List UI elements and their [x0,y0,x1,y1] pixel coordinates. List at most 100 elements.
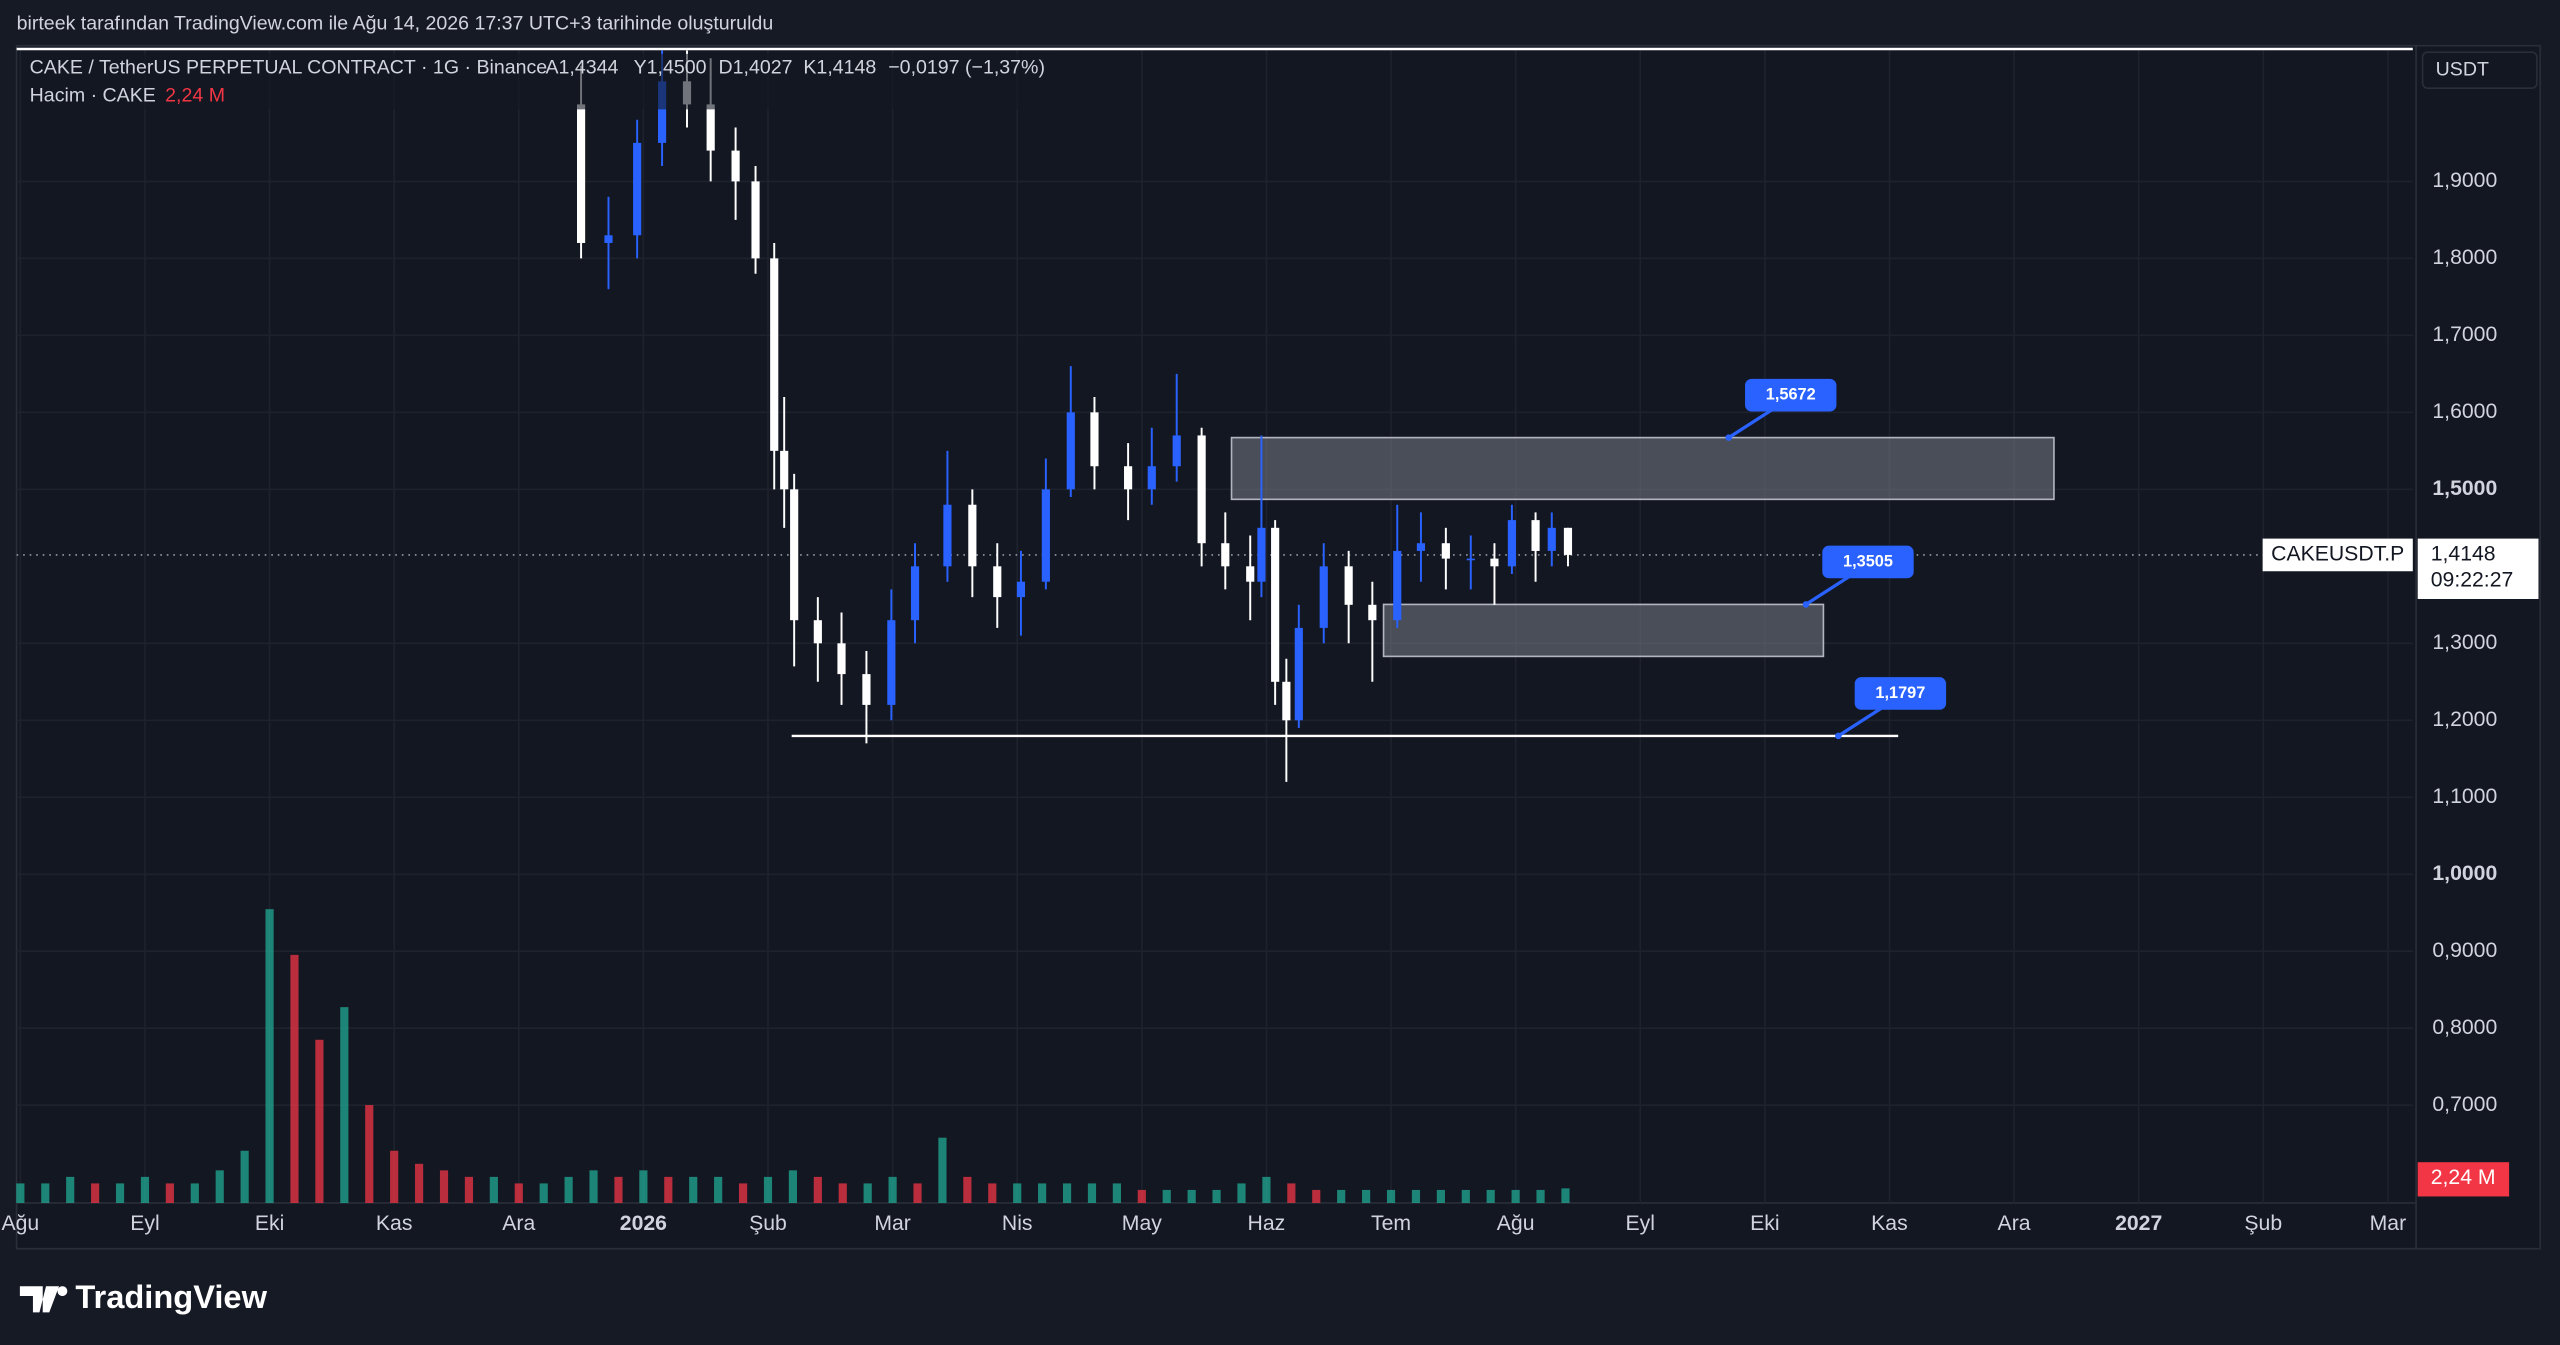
volume-bar [66,1176,75,1203]
callout-pointer [1805,573,1853,606]
volume-bar [1411,1189,1421,1203]
zone-box [1382,603,1825,658]
x-tick-label: Eyl [1626,1212,1655,1235]
x-tick-label: Kas [376,1212,413,1235]
volume-legend-value: 2,24 M [165,84,225,106]
candle-body [1368,604,1377,621]
volume-bar [1312,1189,1321,1203]
legend-symbol: CAKE / TetherUS PERPETUAL CONTRACT · 1G … [30,57,548,79]
candle-body [633,142,642,236]
volume-bar [464,1176,474,1203]
y-tick-label: 0,7000 [2432,1093,2497,1116]
candle-body [813,620,822,644]
candle-body [604,235,613,243]
volume-bar [1436,1189,1445,1203]
currency[interactable]: USDT [2436,58,2489,80]
volume-value-label: 2,24 M [2431,1166,2496,1189]
callout-pointer [1837,705,1885,738]
callout-label: 1,5672 [1766,385,1816,403]
candle-body [1282,681,1291,721]
volume-bar [165,1183,174,1203]
candle-body [657,81,667,143]
candle-body [790,489,799,621]
legend-low: D1,4027 [718,57,792,79]
volume-bar [813,1176,822,1203]
candle-body [1507,520,1516,567]
callout-box [1854,677,1947,710]
volume-bar [215,1170,224,1203]
legend-bg [23,53,1055,110]
candle-body [1294,627,1303,721]
volume-bar [1237,1183,1246,1203]
y-tick-label: 1,7000 [2432,323,2497,346]
y-tick-label: 1,1000 [2432,785,2497,808]
candle-body [1344,566,1353,605]
x-tick-label: Eyl [130,1212,159,1235]
grid [16,48,2413,1203]
candle-body [770,258,779,451]
volume-bar [1511,1189,1520,1203]
volume-bar [913,1183,922,1203]
candle-body [1246,566,1255,582]
candle-body [1531,520,1540,551]
volume-bar [1561,1188,1570,1203]
symbol-tag-box [2262,538,2413,572]
x-tick-label: Eki [255,1212,284,1235]
candle-body [577,104,586,243]
volume-legend-name: Hacim · CAKE [30,84,156,106]
callout-anchor [1802,601,1810,608]
x-tick-label: Şub [2244,1212,2282,1235]
x-tick-label: Ağu [1,1212,39,1235]
volume-bar [788,1170,797,1203]
volume-bar [714,1176,723,1203]
logo-mark [19,1286,68,1313]
volume-bar [1162,1189,1171,1203]
callout-label: 1,1797 [1875,684,1925,702]
legend-open: A1,4344 [545,57,618,79]
volume-value-box [2417,1162,2510,1197]
volume-bar [115,1183,125,1203]
candle-body [1490,558,1499,567]
volume-bar [564,1176,573,1203]
axes: 1,9000 1,8000 1,7000 1,6000 1,5000 1,3000 1,20… [1,169,2539,1235]
volume-bar [91,1183,100,1203]
x-tick-label: 2026 [620,1212,667,1235]
volume-bar [963,1176,972,1203]
currency-box[interactable] [2421,51,2538,89]
callout-pointer [1727,406,1776,439]
candle-body [1319,566,1328,628]
callout-label: 1,3505 [1843,552,1893,570]
countdown: 09:22:27 [2431,569,2514,592]
volume-bar [664,1176,673,1203]
x-tick-label: Eki [1750,1212,1779,1235]
y-tick-label: 1,6000 [2432,400,2497,423]
candle-body [1271,527,1280,682]
candle-body [837,643,846,675]
volume-bar [489,1176,498,1203]
volume-bar [240,1150,249,1203]
x-tick-label: May [1122,1212,1162,1235]
volume-bar [589,1170,598,1203]
candle-body [1441,543,1450,559]
candle-body [1066,412,1075,490]
volume-bar [738,1183,748,1203]
last-price-label: 1,4148 [2431,543,2496,566]
candle-body [1172,435,1181,467]
volume-bar [190,1183,199,1203]
volume-bar [689,1176,698,1203]
volume-bar [1087,1183,1097,1203]
volume-bar [514,1183,523,1203]
footer-logo: TradingView [19,1278,268,1315]
candle-body [751,181,760,259]
candle-body [1090,412,1099,467]
y-tick-label: 0,9000 [2432,939,2497,962]
volume-bar [415,1163,424,1203]
callout-box [1822,545,1914,579]
y-tick-label: 1,5000 [2432,477,2497,500]
candle-body [1124,466,1133,490]
volume-bar [763,1176,773,1203]
volume-bar [1486,1189,1495,1203]
candle-body [943,504,952,567]
